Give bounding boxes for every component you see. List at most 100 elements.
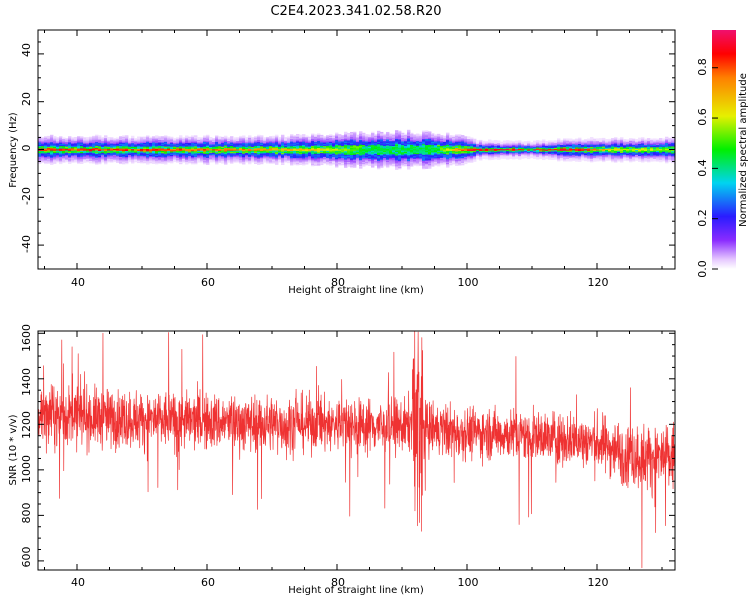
- spectrogram-cell: [353, 162, 357, 165]
- spectrogram-cell: [596, 144, 600, 146]
- spectrogram-cell: [302, 138, 306, 141]
- spectrogram-cell: [464, 149, 468, 151]
- spectrogram-cell: [98, 156, 102, 159]
- spectrogram-cell: [365, 141, 369, 143]
- spectrogram-cell: [89, 136, 93, 139]
- spectrogram-cell: [119, 152, 123, 155]
- spectrogram-cell: [131, 159, 135, 162]
- spectrogram-cell: [329, 149, 333, 152]
- spectrogram-cell: [653, 153, 657, 156]
- spectrogram-cell: [611, 158, 615, 160]
- spectrogram-cell: [245, 145, 249, 147]
- spectrogram-cell: [353, 149, 357, 152]
- spectrogram-cell: [128, 145, 132, 147]
- spectrogram-cell: [398, 130, 402, 133]
- spectrogram-cell: [59, 149, 63, 151]
- spectrogram-cell: [194, 146, 198, 148]
- spectrogram-cell: [125, 154, 129, 156]
- spectrogram-cell: [584, 150, 588, 152]
- spectrogram-cell: [212, 152, 216, 154]
- spectrogram-cell: [458, 150, 462, 153]
- spectrogram-cell: [278, 146, 282, 149]
- spectrogram-cell: [377, 148, 381, 151]
- spectrogram-cell: [656, 160, 660, 162]
- spectrogram-cell: [584, 159, 588, 162]
- spectrogram-cell: [395, 130, 399, 132]
- spectrogram-cell: [380, 161, 384, 164]
- spectrogram-cell: [341, 144, 345, 147]
- spectrogram-cell: [122, 156, 126, 159]
- spectrogram-cell: [101, 160, 105, 163]
- spectrogram-cell: [38, 149, 42, 151]
- spectrogram-cell: [398, 166, 402, 169]
- spectrogram-cell: [665, 148, 669, 151]
- spectrogram-cell: [449, 143, 453, 145]
- spectrogram-cell: [461, 151, 465, 154]
- spectrogram-cell: [281, 147, 285, 150]
- spectrogram-cell: [317, 151, 321, 153]
- spectrogram-ytick-label: 20: [20, 92, 33, 106]
- spectrogram-cell: [422, 161, 426, 164]
- spectrogram-cell: [236, 159, 240, 162]
- spectrogram-cell: [383, 158, 387, 161]
- spectrogram-cell: [254, 160, 258, 162]
- spectrogram-cell: [140, 143, 144, 146]
- spectrogram-cell: [428, 161, 432, 163]
- spectrogram-cell: [551, 158, 555, 160]
- spectrogram-cell: [164, 149, 168, 152]
- spectrogram-cell: [377, 146, 381, 148]
- spectrogram-cell: [599, 141, 603, 144]
- spectrogram-cell: [104, 141, 108, 143]
- spectrogram-cell: [377, 163, 381, 165]
- spectrogram-cell: [170, 157, 174, 159]
- spectrogram-cell: [662, 156, 666, 158]
- spectrogram-cell: [86, 157, 90, 159]
- spectrogram-cell: [608, 144, 612, 147]
- spectrogram-cell: [104, 149, 108, 152]
- spectrogram-cell: [200, 157, 204, 160]
- spectrogram-cell: [176, 146, 180, 149]
- spectrogram-cell: [455, 142, 459, 145]
- spectrogram-cell: [371, 154, 375, 156]
- spectrogram-cell: [497, 154, 501, 157]
- spectrogram-cell: [527, 143, 531, 145]
- spectrogram-cell: [314, 163, 318, 165]
- spectrogram-cell: [542, 141, 546, 144]
- spectrogram-cell: [533, 144, 537, 146]
- spectrogram-cell: [194, 136, 198, 139]
- spectrogram-cell: [539, 153, 543, 156]
- spectrogram-cell: [407, 154, 411, 157]
- spectrogram-cell: [215, 154, 219, 157]
- spectrogram-cell: [188, 159, 192, 161]
- spectrogram-cell: [410, 154, 414, 156]
- spectrogram-cell: [326, 150, 330, 153]
- spectrogram-cell: [308, 161, 312, 164]
- spectrogram-cell: [119, 160, 123, 162]
- spectrogram-cell: [206, 152, 210, 155]
- spectrogram-cell: [644, 143, 648, 145]
- spectrogram-cell: [296, 149, 300, 152]
- spectrogram-cell: [611, 149, 615, 152]
- spectrogram-cell: [122, 137, 126, 140]
- spectrogram-cell: [224, 156, 228, 158]
- spectrogram-cell: [461, 145, 465, 148]
- spectrogram-cell: [296, 136, 300, 138]
- spectrogram-cell: [293, 157, 297, 160]
- spectrogram-cell: [404, 148, 408, 150]
- spectrogram-cell: [467, 136, 471, 138]
- spectrogram-cell: [347, 158, 351, 160]
- spectrogram-cell: [194, 138, 198, 141]
- spectrogram-cell: [299, 138, 303, 140]
- spectrogram-cell: [314, 140, 318, 142]
- spectrogram-cell: [500, 142, 504, 145]
- spectrogram-cell: [590, 150, 594, 152]
- spectrogram-cell: [434, 144, 438, 147]
- spectrogram-cell: [539, 157, 543, 159]
- spectrogram-cell: [233, 143, 237, 145]
- spectrogram-cell: [464, 145, 468, 148]
- spectrogram-cell: [440, 138, 444, 141]
- spectrogram-cell: [284, 138, 288, 140]
- spectrogram-cell: [578, 142, 582, 144]
- spectrogram-cell: [215, 157, 219, 159]
- spectrogram-cell: [626, 156, 630, 158]
